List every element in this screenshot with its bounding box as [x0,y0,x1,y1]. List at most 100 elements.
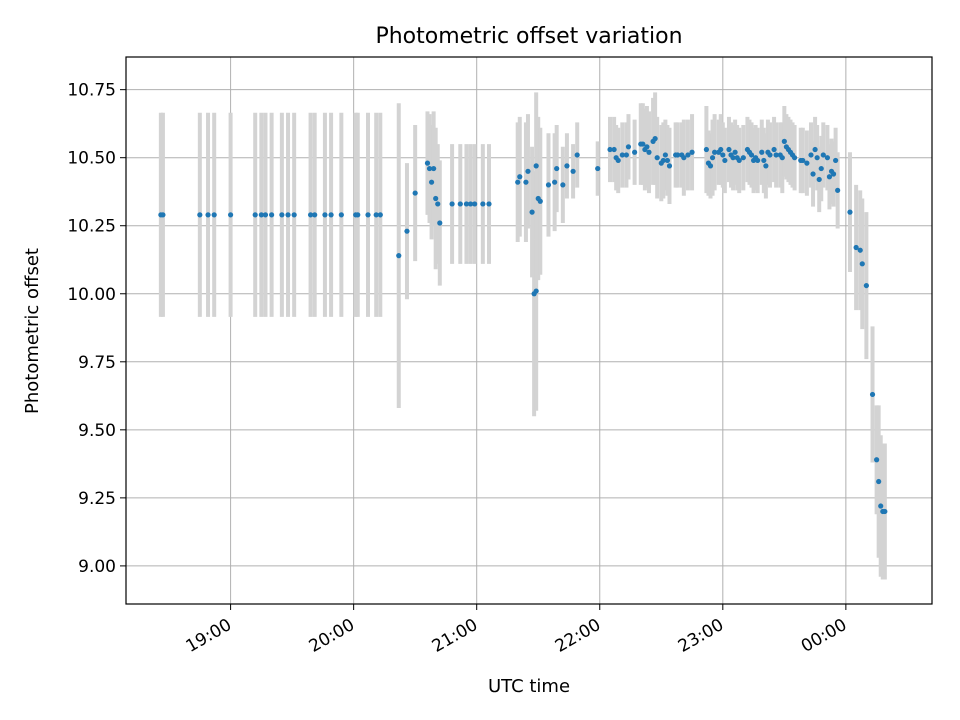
data-point [560,182,566,188]
data-point [449,201,455,207]
data-point [646,149,652,155]
data-point [718,146,724,153]
y-axis-label: Photometric offset [22,248,43,414]
data-point [537,198,543,204]
data-point [740,155,746,161]
data-point [377,212,383,218]
data-point [736,157,742,164]
data-point [820,152,826,158]
data-point [211,212,217,218]
y-tick-label: 10.00 [67,285,116,305]
data-point [830,171,837,177]
data-point [685,152,691,158]
data-point [570,168,576,174]
data-point [595,165,601,172]
data-point [373,212,379,218]
data-point [818,165,824,172]
data-point [412,190,418,196]
data-point [328,212,334,218]
data-point [767,152,773,158]
data-point [160,212,166,218]
data-point [428,179,435,185]
data-point [662,152,668,158]
data-point [312,212,318,218]
data-point [533,288,539,294]
data-point [732,149,738,155]
data-point [437,220,443,226]
data-point [552,179,558,185]
data-point [814,155,820,161]
data-point [681,155,687,161]
y-axis-ticks: 9.00 9.25 9.50 9.75 10.00 10.25 10.50 10.75 [67,81,126,577]
data-point [205,212,211,218]
data-point [810,171,816,177]
data-point [675,152,681,158]
data-point [269,212,275,218]
data-point [755,157,761,164]
data-point [463,201,470,207]
data-point [533,163,539,169]
data-point [435,201,441,207]
data-point [262,212,269,218]
data-point [338,212,344,218]
data-point [652,136,658,142]
data-point [664,157,671,164]
data-point [472,201,478,207]
data-point [307,212,314,218]
data-point [424,160,431,166]
data-point [833,157,839,164]
data-point [660,157,666,164]
data-point [824,155,831,161]
data-point [623,152,630,158]
data-point [771,146,777,153]
y-tick-label: 10.25 [67,217,116,237]
data-point [396,253,402,259]
data-point [800,157,806,164]
data-point [607,146,613,153]
data-point [404,228,410,234]
data-point [816,176,822,183]
data-point [252,212,258,218]
data-point [859,261,865,267]
data-point [574,152,580,158]
data-point [433,195,439,202]
data-point [480,201,486,207]
data-point [529,209,535,215]
data-point [644,144,650,150]
y-tick-label: 9.50 [78,421,116,441]
data-point [285,212,291,218]
data-point [615,157,621,164]
data-point [197,212,203,218]
data-point [812,146,818,153]
data-point [847,209,853,215]
data-points [158,136,888,515]
y-tick-label: 10.50 [67,149,116,169]
data-point [291,212,297,218]
data-point [467,201,474,207]
data-point [882,508,888,515]
data-point [763,163,769,169]
data-point [761,157,767,164]
data-point [703,146,710,153]
data-point [857,247,863,253]
data-point [654,155,660,161]
data-point [564,163,570,169]
data-point [730,155,736,161]
data-point [712,149,718,155]
data-point [804,160,810,166]
data-point [625,144,632,150]
data-point [722,157,728,164]
x-axis-label: UTC time [488,676,570,697]
data-point [431,165,437,172]
data-point [707,163,714,169]
data-point [322,212,328,218]
data-point [748,152,755,158]
data-point [457,201,463,207]
data-point [720,152,726,158]
data-point [426,165,433,172]
data-point [365,212,371,218]
data-point [878,503,884,509]
data-point [525,168,531,174]
